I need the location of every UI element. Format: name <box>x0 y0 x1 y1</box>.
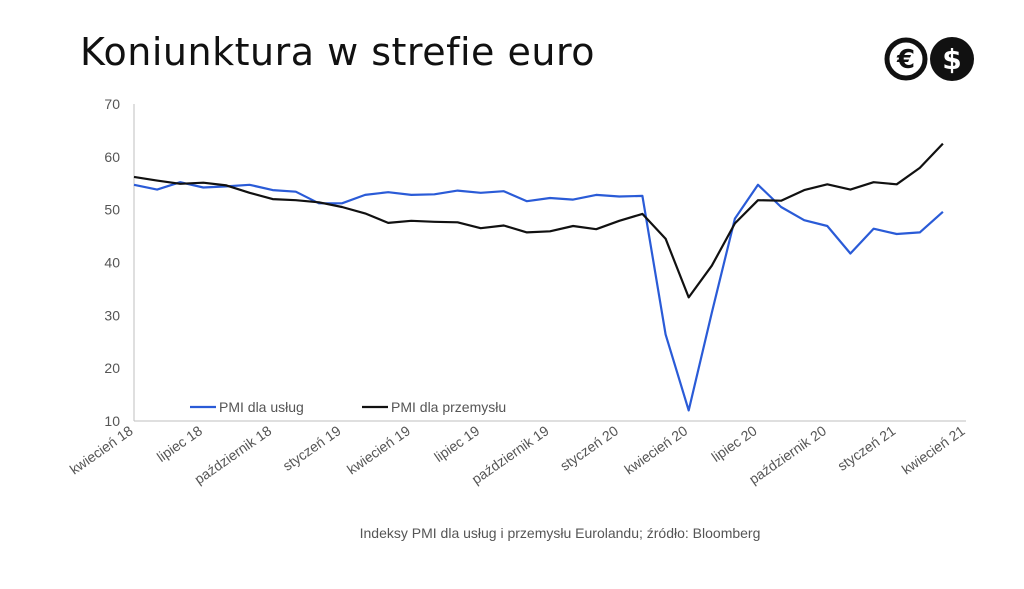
svg-text:€: € <box>896 45 915 75</box>
x-tick-label: kwiecień 18 <box>67 422 136 477</box>
x-tick-label: lipiec 19 <box>431 422 482 465</box>
series-line-services <box>133 181 944 412</box>
x-tick-label: lipiec 18 <box>154 422 205 465</box>
y-tick-label: 40 <box>104 255 120 271</box>
x-tick-label: październik 20 <box>746 422 829 487</box>
x-tick-label: kwiecień 21 <box>899 422 968 477</box>
x-tick-label: styczeń 19 <box>280 422 344 474</box>
svg-text:$: $ <box>942 43 961 76</box>
legend-label: PMI dla przemysłu <box>391 399 506 415</box>
series-line-manufacturing <box>133 142 944 299</box>
y-tick-label: 10 <box>104 413 120 429</box>
y-tick-label: 20 <box>104 360 120 376</box>
x-tick-label: październik 18 <box>191 422 274 487</box>
y-tick-label: 60 <box>104 149 120 165</box>
x-tick-label: styczeń 20 <box>557 422 621 474</box>
x-tick-label: lipiec 20 <box>708 422 759 465</box>
x-tick-label: październik 19 <box>469 422 552 487</box>
x-tick-label: kwiecień 19 <box>344 422 413 477</box>
y-tick-label: 70 <box>104 96 120 112</box>
page-title: Koniunktura w strefie euro <box>80 30 595 74</box>
y-tick-label: 50 <box>104 202 120 218</box>
euro-dollar-logo-icon: € $ <box>884 37 974 81</box>
x-tick-label: kwiecień 20 <box>621 422 690 477</box>
y-tick-label: 30 <box>104 307 120 323</box>
legend-label: PMI dla usług <box>219 399 304 415</box>
x-tick-label: styczeń 21 <box>834 422 898 474</box>
chart-caption: Indeksy PMI dla usług i przemysłu Eurola… <box>359 525 761 541</box>
